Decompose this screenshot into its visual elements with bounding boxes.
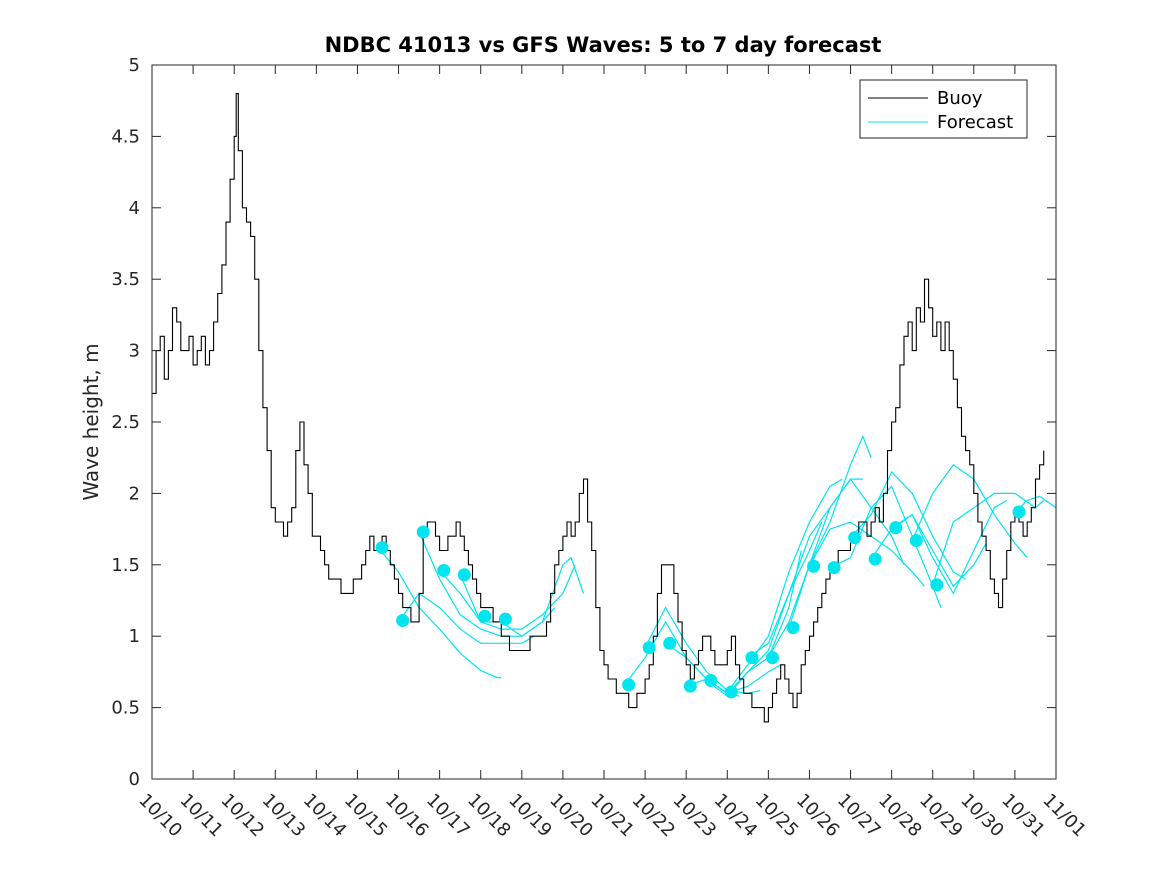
y-tick-label: 3.5 — [111, 269, 140, 290]
forecast-marker — [827, 561, 841, 575]
y-tick-label: 3 — [129, 341, 140, 362]
forecast-marker — [909, 534, 923, 548]
y-tick-label: 2 — [129, 483, 140, 504]
legend: Buoy Forecast — [859, 79, 1028, 139]
legend-forecast-label: Forecast — [937, 112, 1013, 133]
forecast-marker — [889, 521, 903, 535]
forecast-marker — [1012, 505, 1026, 519]
forecast-marker — [930, 578, 944, 592]
forecast-marker — [457, 568, 471, 582]
forecast-marker — [704, 673, 718, 687]
forecast-marker — [663, 636, 677, 650]
forecast-marker — [416, 525, 430, 539]
y-axis-label: Wave height, m — [79, 343, 103, 500]
forecast-marker — [868, 552, 882, 566]
legend-box — [859, 79, 1028, 139]
y-tick-label: 5 — [129, 55, 140, 76]
forecast-line — [767, 434, 872, 658]
plot-area — [152, 65, 1056, 779]
buoy-line — [152, 93, 1045, 723]
forecast-line — [891, 499, 1008, 595]
y-tick-label: 4.5 — [111, 126, 140, 147]
forecast-line — [850, 470, 966, 580]
forecast-line — [398, 592, 535, 644]
forecast-marker — [396, 613, 410, 627]
forecast-marker — [375, 541, 389, 555]
forecast-line — [377, 547, 502, 679]
forecast-marker — [622, 678, 636, 692]
legend-buoy-label: Buoy — [937, 88, 983, 109]
forecast-marker — [498, 612, 512, 626]
chart-title: NDBC 41013 vs GFS Waves: 5 to 7 day fore… — [325, 33, 882, 57]
forecast-marker — [765, 651, 779, 665]
forecast-marker — [642, 641, 656, 655]
forecast-marker — [745, 651, 759, 665]
y-tick-label: 4 — [129, 198, 140, 219]
forecast-marker — [848, 531, 862, 545]
forecast-line — [726, 478, 843, 693]
forecast-marker — [478, 609, 492, 623]
y-tick-label: 2.5 — [111, 412, 140, 433]
y-tick-label: 1.5 — [111, 555, 140, 576]
forecast-marker — [724, 685, 738, 699]
forecast-marker — [683, 679, 697, 693]
y-tick-label: 1 — [129, 626, 140, 647]
forecast-marker — [807, 559, 821, 573]
y-tick-label: 0.5 — [111, 698, 140, 719]
forecast-marker — [786, 621, 800, 635]
forecast-marker — [437, 564, 451, 578]
y-tick-label: 0 — [129, 769, 140, 790]
